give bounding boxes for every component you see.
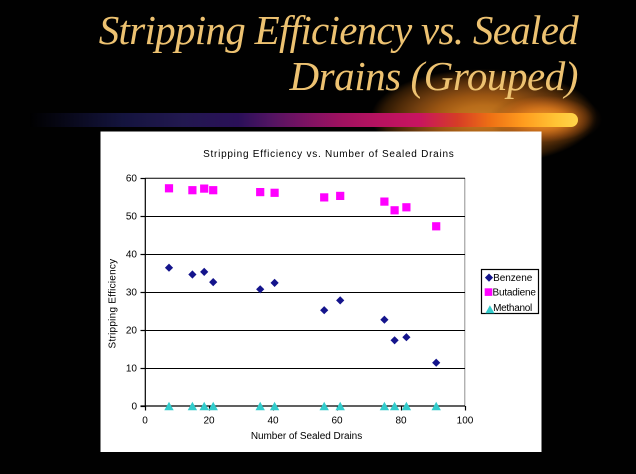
svg-text:40: 40 xyxy=(267,416,279,427)
svg-text:20: 20 xyxy=(126,326,138,337)
svg-text:80: 80 xyxy=(395,416,407,427)
svg-text:0: 0 xyxy=(142,416,148,427)
svg-text:60: 60 xyxy=(126,174,138,185)
svg-text:Butadiene: Butadiene xyxy=(493,288,537,299)
svg-text:Stripping Efficiency vs. Numbe: Stripping Efficiency vs. Number of Seale… xyxy=(203,149,454,160)
svg-text:Number of Sealed Drains: Number of Sealed Drains xyxy=(251,431,362,442)
svg-text:30: 30 xyxy=(126,288,138,299)
svg-text:Methanol: Methanol xyxy=(493,303,532,314)
svg-text:50: 50 xyxy=(126,212,138,223)
svg-text:20: 20 xyxy=(203,416,215,427)
svg-text:Benzene: Benzene xyxy=(493,273,533,284)
svg-text:10: 10 xyxy=(126,364,138,375)
svg-text:60: 60 xyxy=(331,416,343,427)
svg-text:100: 100 xyxy=(457,416,474,427)
svg-text:Stripping Efficiency: Stripping Efficiency xyxy=(108,259,119,349)
svg-text:40: 40 xyxy=(126,250,138,261)
svg-text:0: 0 xyxy=(131,402,137,413)
